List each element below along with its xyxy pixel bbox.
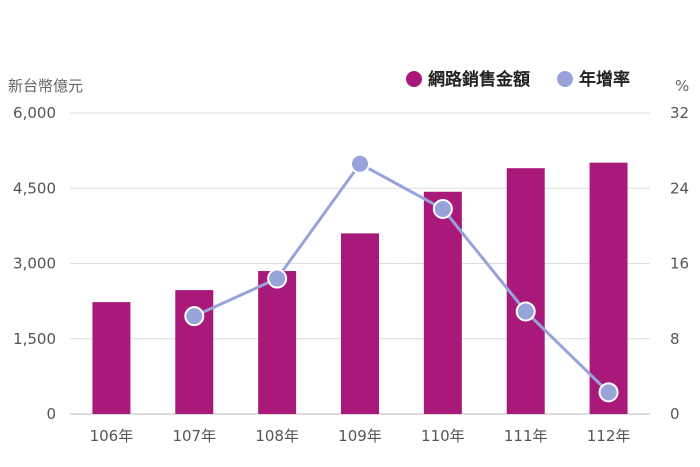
x-tick-label: 106年 [90,427,134,445]
left-tick-label: 1,500 [13,330,56,348]
bar-sales [506,168,545,414]
legend: 網路銷售金額 年增率 [406,69,630,90]
x-tick-label: 111年 [504,427,548,445]
legend-swatch-sales [406,71,422,87]
legend-swatch-growth [557,71,573,87]
right-axis-ticks: 0 8 16 24 32 [670,104,689,423]
right-axis-label: % [675,77,689,95]
legend-label-growth: 年增率 [579,69,630,90]
growth-point [267,268,288,289]
left-tick-label: 4,500 [13,179,56,197]
bar-sales [423,191,462,414]
growth-line [193,162,610,394]
right-tick-label: 16 [670,255,689,273]
line-series [184,153,619,403]
right-tick-label: 32 [670,104,689,122]
right-tick-label: 24 [670,179,689,197]
left-tick-label: 3,000 [13,255,56,273]
growth-point [515,301,536,322]
x-tick-label: 109年 [338,427,382,445]
bar-sales [92,302,131,414]
left-axis-label: 新台幣億元 [8,77,83,95]
growth-point [184,306,205,327]
growth-point [350,153,370,174]
growth-point [598,382,619,403]
right-tick-label: 0 [670,405,680,423]
x-tick-label: 108年 [255,427,299,445]
right-tick-label: 8 [670,330,680,348]
x-axis-ticks: 106年 107年 108年 109年 110年 111年 112年 [90,427,631,445]
bar-sales [589,162,628,414]
x-tick-label: 110年 [421,427,465,445]
left-tick-label: 0 [46,405,56,423]
bar-series [92,162,628,414]
left-axis-ticks: 0 1,500 3,000 4,500 6,000 [13,104,56,423]
x-tick-label: 112年 [587,427,631,445]
growth-point [432,198,453,219]
bar-sales [341,233,379,414]
left-tick-label: 6,000 [13,104,56,122]
x-tick-label: 107年 [172,427,216,445]
bar-sales [258,271,297,414]
legend-label-sales: 網路銷售金額 [428,69,530,90]
